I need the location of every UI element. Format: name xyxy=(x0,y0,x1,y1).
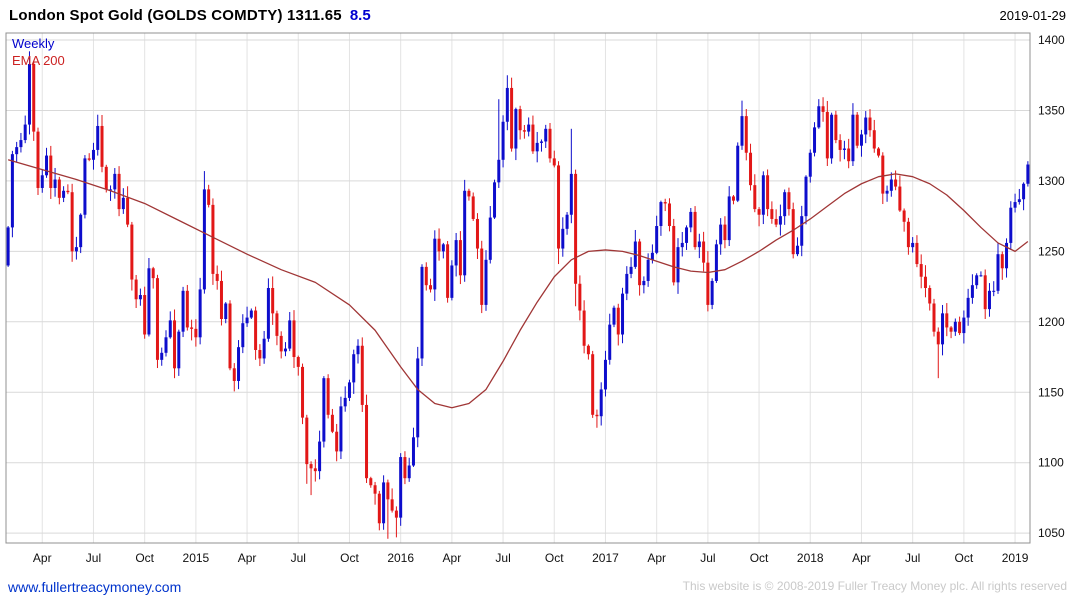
svg-text:2019: 2019 xyxy=(1002,551,1029,565)
svg-text:2015: 2015 xyxy=(183,551,210,565)
svg-text:2016: 2016 xyxy=(387,551,414,565)
svg-text:Jul: Jul xyxy=(495,551,510,565)
svg-text:Jul: Jul xyxy=(905,551,920,565)
svg-text:Jul: Jul xyxy=(86,551,101,565)
price-chart: 1050 1100 1150 1200 1250 1300 1350 1400 Apr Jul Oc… xyxy=(5,32,1065,565)
svg-text:Jul: Jul xyxy=(700,551,715,565)
svg-text:1350: 1350 xyxy=(1038,103,1065,117)
svg-text:1100: 1100 xyxy=(1038,456,1064,470)
as-of-date: 2019-01-29 xyxy=(999,7,1067,23)
svg-text:1200: 1200 xyxy=(1038,315,1065,329)
chart-header: London Spot Gold (GOLDS COMDTY) 1311.65 … xyxy=(0,0,1075,30)
chart-title: London Spot Gold (GOLDS COMDTY) 1311.65 xyxy=(9,6,342,24)
svg-text:Apr: Apr xyxy=(647,551,666,565)
svg-text:Apr: Apr xyxy=(443,551,462,565)
ema-legend-label: EMA 200 xyxy=(12,53,65,68)
svg-text:1150: 1150 xyxy=(1038,385,1064,399)
price-change-value: 8.5 xyxy=(349,6,371,24)
svg-text:Jul: Jul xyxy=(291,551,306,565)
svg-text:Oct: Oct xyxy=(135,551,154,565)
svg-text:Oct: Oct xyxy=(750,551,769,565)
site-link[interactable]: www.fullertreacymoney.com xyxy=(8,579,182,595)
svg-text:2017: 2017 xyxy=(592,551,619,565)
svg-text:1050: 1050 xyxy=(1038,526,1065,540)
svg-text:Oct: Oct xyxy=(340,551,359,565)
svg-text:1300: 1300 xyxy=(1038,174,1065,188)
svg-text:1250: 1250 xyxy=(1038,244,1065,258)
svg-text:2018: 2018 xyxy=(797,551,824,565)
svg-text:1400: 1400 xyxy=(1038,33,1065,47)
svg-text:Apr: Apr xyxy=(33,551,52,565)
copyright-notice: This website is © 2008-2019 Fuller Treac… xyxy=(682,579,1067,593)
svg-text:Oct: Oct xyxy=(545,551,564,565)
svg-text:Oct: Oct xyxy=(955,551,974,565)
svg-text:Apr: Apr xyxy=(852,551,871,565)
frequency-label: Weekly xyxy=(12,36,55,51)
svg-text:Apr: Apr xyxy=(238,551,257,565)
